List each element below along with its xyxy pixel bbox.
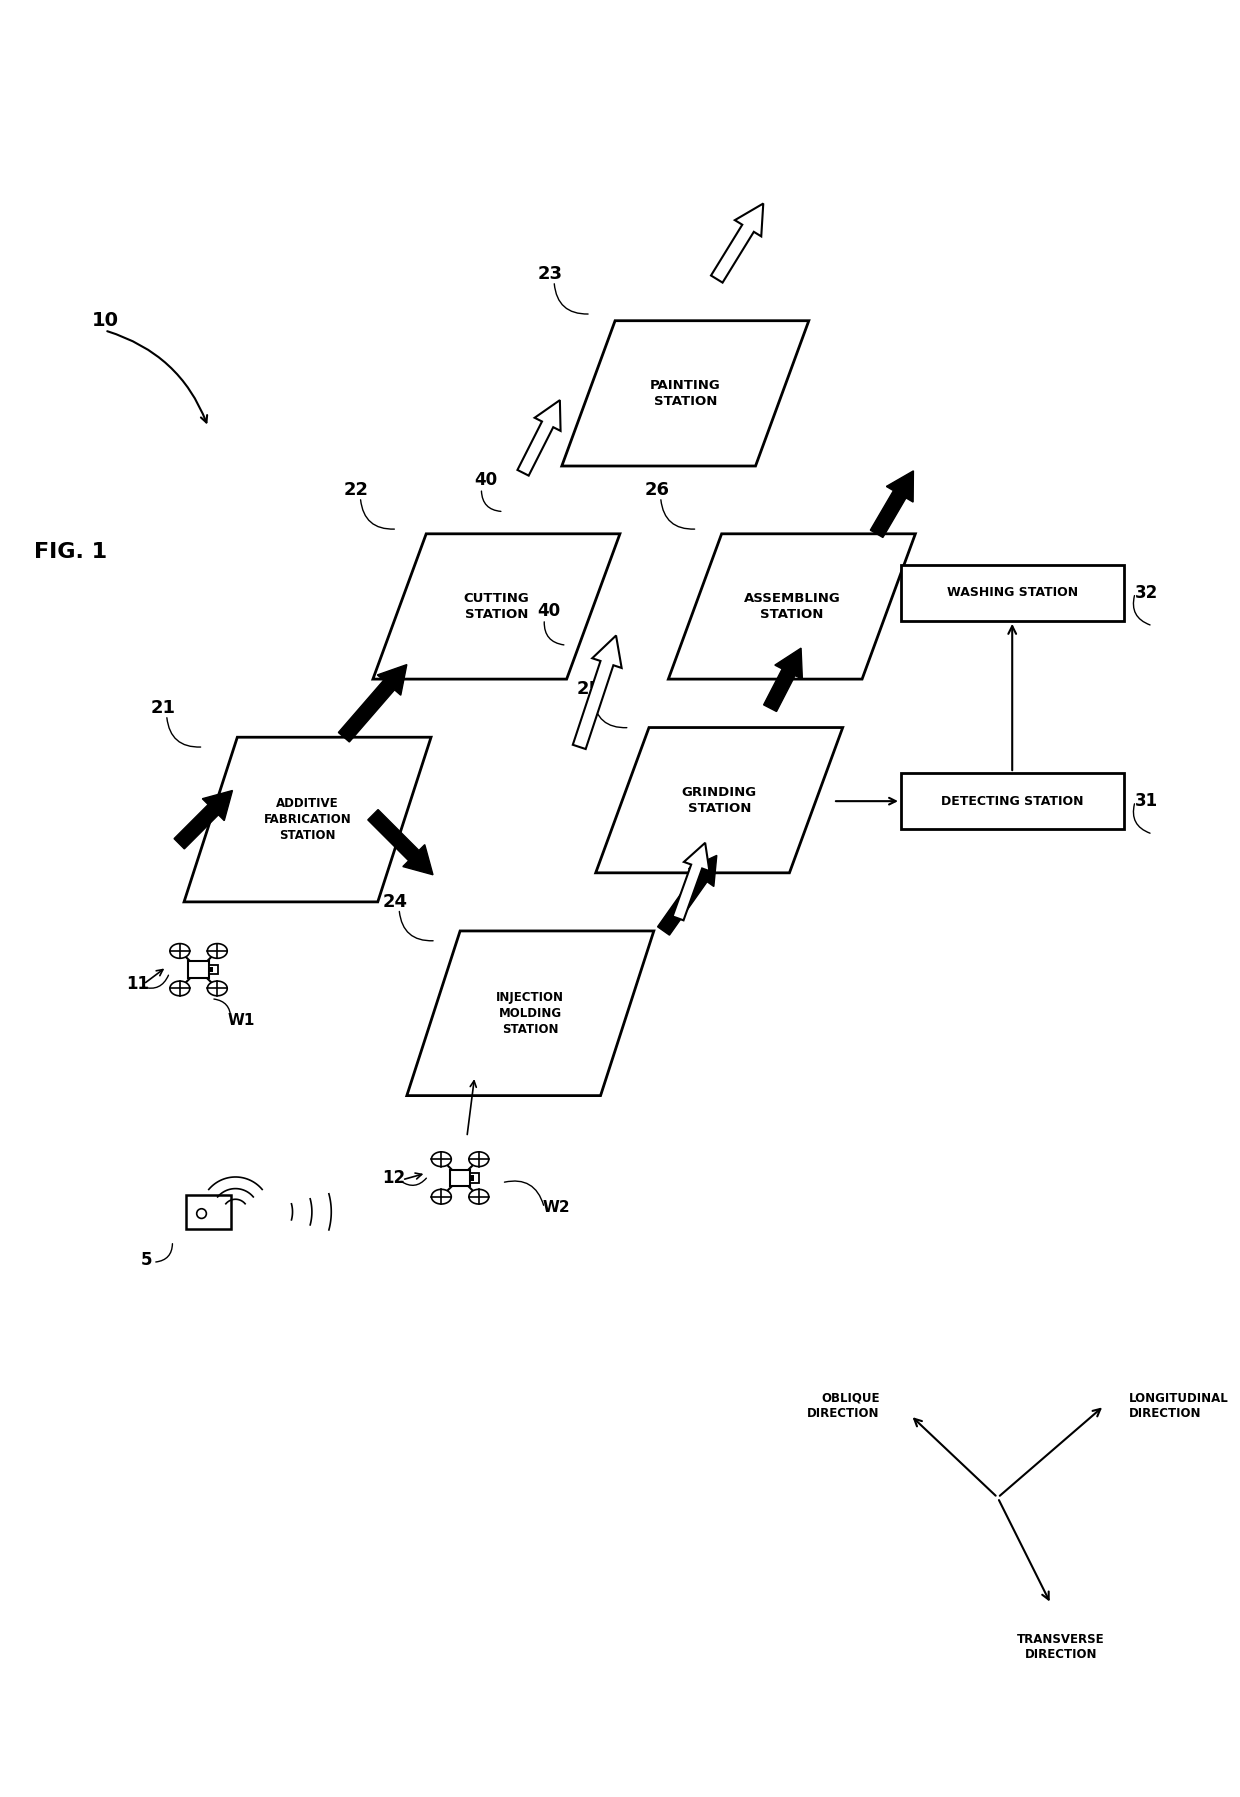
Polygon shape	[668, 534, 915, 679]
FancyArrow shape	[174, 791, 232, 848]
FancyArrow shape	[368, 810, 433, 875]
FancyBboxPatch shape	[900, 773, 1123, 828]
Text: CUTTING
STATION: CUTTING STATION	[464, 591, 529, 622]
Text: FIG. 1: FIG. 1	[33, 543, 107, 562]
FancyArrow shape	[711, 203, 764, 282]
FancyArrow shape	[573, 636, 621, 749]
Text: LONGITUDINAL
DIRECTION: LONGITUDINAL DIRECTION	[1128, 1391, 1228, 1420]
FancyArrow shape	[657, 855, 717, 934]
FancyBboxPatch shape	[450, 1170, 470, 1186]
Text: 32: 32	[1136, 584, 1158, 602]
Text: W2: W2	[542, 1200, 570, 1215]
Text: 31: 31	[1136, 792, 1158, 810]
Text: 24: 24	[383, 893, 408, 911]
FancyArrow shape	[339, 665, 407, 742]
FancyBboxPatch shape	[470, 1173, 480, 1182]
Polygon shape	[207, 981, 227, 996]
Text: OBLIQUE
DIRECTION: OBLIQUE DIRECTION	[807, 1391, 879, 1420]
Polygon shape	[432, 1190, 451, 1204]
Text: GRINDING
STATION: GRINDING STATION	[682, 785, 756, 814]
Text: W1: W1	[228, 1014, 255, 1028]
FancyBboxPatch shape	[208, 965, 218, 974]
FancyBboxPatch shape	[470, 1175, 475, 1181]
Polygon shape	[407, 931, 653, 1096]
Polygon shape	[469, 1190, 489, 1204]
Polygon shape	[207, 943, 227, 958]
FancyArrow shape	[672, 843, 709, 920]
Text: 26: 26	[644, 482, 670, 500]
Text: DETECTING STATION: DETECTING STATION	[941, 794, 1084, 807]
Text: 11: 11	[126, 976, 149, 994]
Polygon shape	[170, 943, 190, 958]
FancyArrow shape	[517, 401, 560, 476]
Text: 23: 23	[538, 266, 563, 284]
Polygon shape	[562, 320, 808, 465]
Text: 22: 22	[343, 482, 368, 500]
Text: PAINTING
STATION: PAINTING STATION	[650, 379, 720, 408]
Text: 40: 40	[538, 602, 560, 620]
Polygon shape	[469, 1152, 489, 1166]
FancyBboxPatch shape	[188, 961, 208, 978]
Text: TRANSVERSE
DIRECTION: TRANSVERSE DIRECTION	[1017, 1633, 1105, 1660]
Text: 21: 21	[150, 699, 175, 717]
Polygon shape	[184, 737, 432, 902]
FancyBboxPatch shape	[900, 564, 1123, 622]
Text: 40: 40	[475, 471, 497, 489]
Polygon shape	[373, 534, 620, 679]
Text: ASSEMBLING
STATION: ASSEMBLING STATION	[744, 591, 841, 622]
Polygon shape	[170, 981, 190, 996]
FancyArrow shape	[870, 471, 914, 537]
Text: 5: 5	[140, 1251, 153, 1269]
Text: 12: 12	[383, 1168, 405, 1186]
Text: INJECTION
MOLDING
STATION: INJECTION MOLDING STATION	[496, 990, 564, 1035]
FancyBboxPatch shape	[186, 1195, 231, 1229]
Polygon shape	[432, 1152, 451, 1166]
FancyBboxPatch shape	[208, 967, 213, 972]
Text: 10: 10	[92, 311, 119, 329]
Text: ADDITIVE
FABRICATION
STATION: ADDITIVE FABRICATION STATION	[264, 798, 351, 843]
Polygon shape	[595, 728, 843, 873]
Text: 25: 25	[577, 679, 601, 697]
Text: WASHING STATION: WASHING STATION	[946, 586, 1078, 600]
FancyArrow shape	[764, 649, 802, 712]
Circle shape	[197, 1209, 206, 1218]
